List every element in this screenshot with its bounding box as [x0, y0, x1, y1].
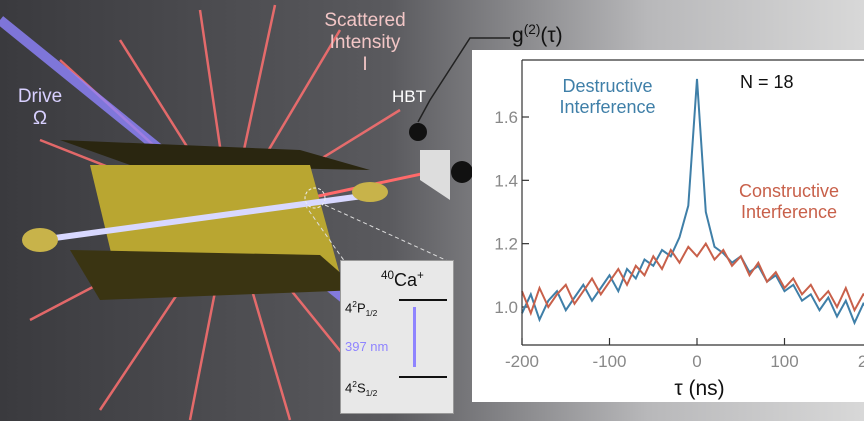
ion-chain	[39, 192, 371, 243]
l: S	[356, 380, 366, 396]
y-tick-label: 1.6	[494, 108, 518, 127]
plot-panel	[472, 50, 864, 402]
label-line: Drive	[17, 86, 63, 107]
mult: 2	[352, 299, 357, 309]
x-tick-label: 200	[858, 352, 864, 371]
x-tick-label: -100	[592, 352, 626, 371]
n: 4	[345, 300, 353, 316]
ion-label: 40Ca+	[381, 269, 424, 291]
l: P	[356, 300, 366, 316]
legend-label: Constructive Interference	[738, 181, 840, 222]
mass: 40	[381, 269, 395, 282]
label-line: Ω	[32, 108, 48, 129]
element: Ca	[394, 270, 418, 290]
level-line	[399, 376, 447, 378]
mult: 2	[352, 379, 357, 389]
drive-label: Drive Ω	[5, 86, 75, 130]
y-tick-label: 1.4	[494, 171, 518, 190]
electrode-bottom	[70, 250, 360, 300]
ion-highlight	[304, 187, 326, 209]
label-part: (τ)	[540, 24, 563, 47]
series-line	[521, 78, 864, 326]
beam-splitter	[420, 150, 450, 200]
annotation: N = 18	[740, 72, 794, 92]
j: 1/2	[365, 387, 378, 398]
x-tick-label: 100	[770, 352, 798, 371]
transition-arrow	[413, 307, 416, 367]
cable	[417, 37, 510, 123]
level-diagram: 40Ca+ 42P1/2 397 nm 42S1/2	[340, 260, 454, 414]
hbt-label: HBT	[392, 87, 426, 106]
y-tick-label: 1.0	[494, 298, 518, 317]
wavelength: 397 nm	[345, 339, 389, 354]
zoom-line	[304, 204, 346, 263]
y-axis-label: g(2)(τ)	[512, 22, 563, 48]
label-line: Intensity	[329, 32, 401, 53]
series-line	[521, 241, 864, 317]
y-tick-label: 1.2	[494, 235, 518, 254]
upper-level: 42P1/2	[345, 299, 377, 318]
label-part: (2)	[523, 22, 541, 37]
charge: +	[417, 269, 424, 282]
label-line: Scattered	[324, 10, 406, 31]
x-axis-label: τ (ns)	[674, 377, 724, 400]
lower-level: 42S1/2	[345, 379, 377, 398]
j: 1/2	[365, 307, 378, 318]
n: 4	[345, 380, 353, 396]
zoom-line	[324, 204, 451, 263]
endcap	[22, 228, 58, 252]
electrode-top	[60, 140, 370, 170]
label-line: I	[362, 54, 368, 75]
detector	[409, 123, 427, 141]
scattered-label: Scattered Intensity I	[300, 10, 430, 76]
label-part: g	[512, 24, 524, 47]
level-line	[399, 299, 447, 301]
x-tick-label: 0	[692, 352, 701, 371]
detector	[451, 161, 473, 183]
endcap	[352, 182, 388, 202]
legend-label: Destructive Interference	[559, 76, 656, 117]
x-tick-label: -200	[505, 352, 539, 371]
